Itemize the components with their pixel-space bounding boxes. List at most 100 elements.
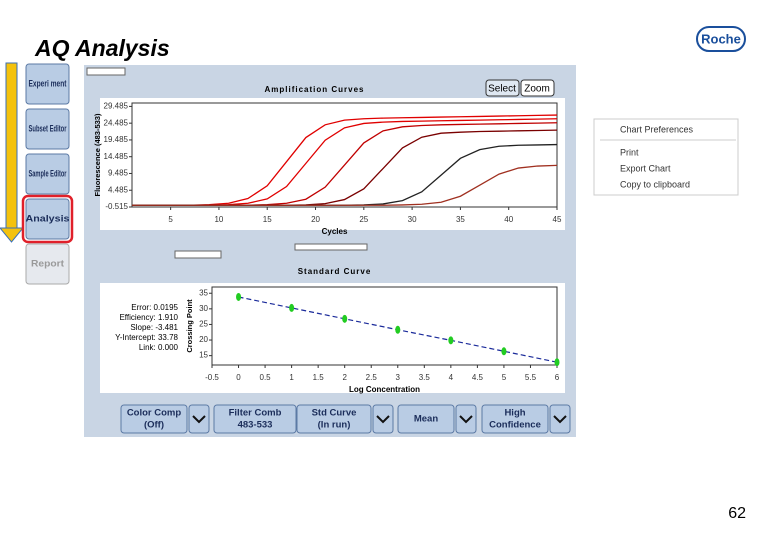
menu-item[interactable]: Export Chart	[620, 163, 671, 173]
data-point	[448, 336, 454, 345]
x-tick-label: 0.5	[260, 373, 272, 382]
x-tick-label: 2.5	[366, 373, 378, 382]
filter-label: Mean	[414, 414, 438, 425]
context-menu	[593, 118, 739, 196]
y-axis-label: Fluorescence (483-533)	[93, 113, 102, 196]
arrow-glyph	[192, 415, 206, 424]
y-tick-label: 30	[199, 304, 208, 313]
filter-label: (Off)	[144, 420, 164, 431]
y-tick-label: 19.485	[104, 135, 129, 144]
select-button[interactable]	[485, 79, 520, 97]
data-point	[501, 347, 507, 356]
sidebar-button[interactable]	[25, 198, 70, 240]
x-tick-label: 5.5	[525, 373, 537, 382]
menu-item[interactable]: Copy to clipboard	[620, 179, 690, 189]
zoom-button[interactable]	[520, 79, 555, 97]
y-tick-label: 14.485	[104, 152, 129, 161]
slide-title: AQ Analysis	[34, 35, 170, 61]
chart-title: Amplification Curves	[264, 85, 364, 94]
data-point	[289, 303, 295, 312]
y-tick-label: 24.485	[104, 118, 129, 127]
filter-label: Confidence	[489, 420, 541, 431]
arrow-shaft	[5, 62, 18, 229]
amplification-curve	[132, 164, 558, 206]
filter-button[interactable]	[397, 404, 455, 434]
sidebar-label: Subset Editor	[29, 123, 67, 133]
x-tick-label: 1	[289, 373, 294, 382]
filter-arrow[interactable]	[372, 404, 394, 434]
y-tick-label: 29.485	[104, 102, 129, 111]
x-tick-label: 5	[168, 215, 173, 224]
y-tick-label: 9.485	[108, 169, 129, 178]
x-axis-label: Log Concentration	[349, 385, 420, 394]
x-tick-label: 5	[502, 373, 507, 382]
x-tick-label: 0	[236, 373, 241, 382]
x-tick-label: 4.5	[472, 373, 484, 382]
filter-button[interactable]	[296, 404, 372, 434]
x-tick-label: 30	[408, 215, 417, 224]
sidebar-label: Analysis	[26, 213, 70, 223]
filter-arrow[interactable]	[455, 404, 477, 434]
x-tick-label: 4	[449, 373, 454, 382]
x-tick-label: 40	[504, 215, 513, 224]
menu-item[interactable]: Print	[620, 147, 639, 157]
x-axis-label: Cycles	[322, 227, 348, 236]
y-axis-label: Crossing Point	[185, 299, 194, 353]
y-tick-label: 35	[199, 288, 208, 297]
dropdown[interactable]	[86, 67, 126, 76]
filter-button[interactable]	[213, 404, 297, 434]
y-tick-label: 25	[199, 320, 208, 329]
stat-line: Efficiency: 1.910	[119, 313, 178, 322]
stat-line: Y-Intercept: 33.78	[115, 333, 178, 342]
filter-label: Color Comp	[127, 408, 182, 419]
sidebar-button[interactable]	[25, 243, 70, 285]
filter-button[interactable]	[481, 404, 549, 434]
y-tick-label: 4.485	[108, 185, 129, 194]
chart-title: Standard Curve	[298, 267, 372, 276]
x-tick-label: 15	[263, 215, 272, 224]
filter-button[interactable]	[120, 404, 188, 434]
menu-item[interactable]: Chart Preferences	[620, 124, 694, 134]
stat-line: Link: 0.000	[139, 343, 179, 352]
logo: Roche	[701, 31, 741, 46]
x-tick-label: 45	[553, 215, 562, 224]
x-tick-label: 2	[342, 373, 347, 382]
filter-label: (In run)	[318, 420, 351, 431]
x-tick-label: 20	[311, 215, 320, 224]
data-point	[236, 292, 242, 301]
filter-label: Filter Comb	[229, 408, 282, 419]
y-tick-label: 15	[199, 351, 208, 360]
x-tick-label: 3	[396, 373, 401, 382]
dropdown[interactable]	[294, 243, 368, 251]
select-label: Select	[488, 84, 516, 95]
filter-label: High	[504, 408, 525, 419]
sidebar-button[interactable]	[25, 153, 70, 195]
logo-frame	[696, 26, 746, 52]
x-tick-label: 25	[359, 215, 368, 224]
dropdown[interactable]	[174, 250, 222, 259]
stat-line: Slope: -3.481	[130, 323, 178, 332]
arrow-head	[0, 227, 25, 243]
arrow-glyph	[459, 415, 473, 424]
plot-frame	[211, 286, 558, 366]
arrow-glyph	[553, 415, 567, 424]
page-number: 62	[728, 505, 746, 522]
data-point	[342, 314, 348, 323]
y-tick-label: 20	[199, 335, 208, 344]
sidebar-label: Sample Editor	[29, 168, 67, 178]
filter-label: Std Curve	[312, 408, 357, 419]
highlight	[21, 194, 74, 244]
filter-arrow[interactable]	[549, 404, 571, 434]
data-point	[554, 358, 560, 367]
filter-arrow[interactable]	[188, 404, 210, 434]
sidebar-button[interactable]	[25, 108, 70, 150]
sidebar-label: Report	[31, 258, 64, 268]
sidebar-button[interactable]	[25, 63, 70, 105]
stat-line: Error: 0.0195	[131, 303, 178, 312]
plot-frame	[131, 102, 558, 208]
x-tick-label: 3.5	[419, 373, 431, 382]
x-tick-label: 35	[456, 215, 465, 224]
x-tick-label: 6	[555, 373, 560, 382]
x-tick-label: -0.5	[205, 373, 219, 382]
